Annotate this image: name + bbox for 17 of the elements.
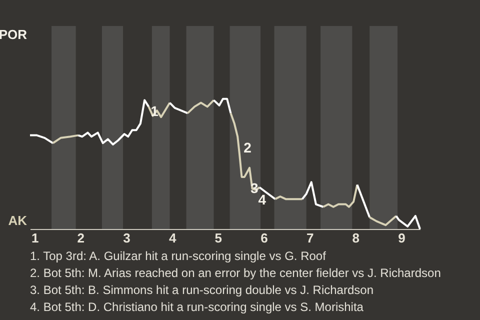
annotation: 4	[258, 192, 266, 208]
x-tick-label: 5	[214, 230, 222, 246]
x-tick-label: 1	[31, 230, 39, 246]
x-tick-label: 7	[306, 230, 314, 246]
x-tick-label: 8	[352, 230, 360, 246]
text: AK	[8, 213, 28, 228]
x-tick-label: 2	[77, 230, 85, 246]
text: 2. Bot 5th: M. Arias reached on an error by the center fielder vs J. Richardson	[30, 266, 441, 280]
x-tick-label: 3	[123, 230, 130, 246]
text: 1. Top 3rd: A. Guilzar hit a run-scoring single vs G. Roof	[30, 249, 327, 263]
text: 4. Bot 5th: D. Christiano hit a run-scoring single vs S. Morishita	[30, 300, 364, 314]
text: POR	[0, 27, 28, 42]
x-tick-label: 6	[260, 230, 268, 246]
x-tick-label: 4	[168, 230, 177, 246]
annotation: 2	[244, 140, 252, 156]
text: 3. Bot 5th: B. Simmons hit a run-scoring double vs J. Richardson	[30, 283, 374, 297]
x-tick-label: 9	[398, 230, 406, 246]
